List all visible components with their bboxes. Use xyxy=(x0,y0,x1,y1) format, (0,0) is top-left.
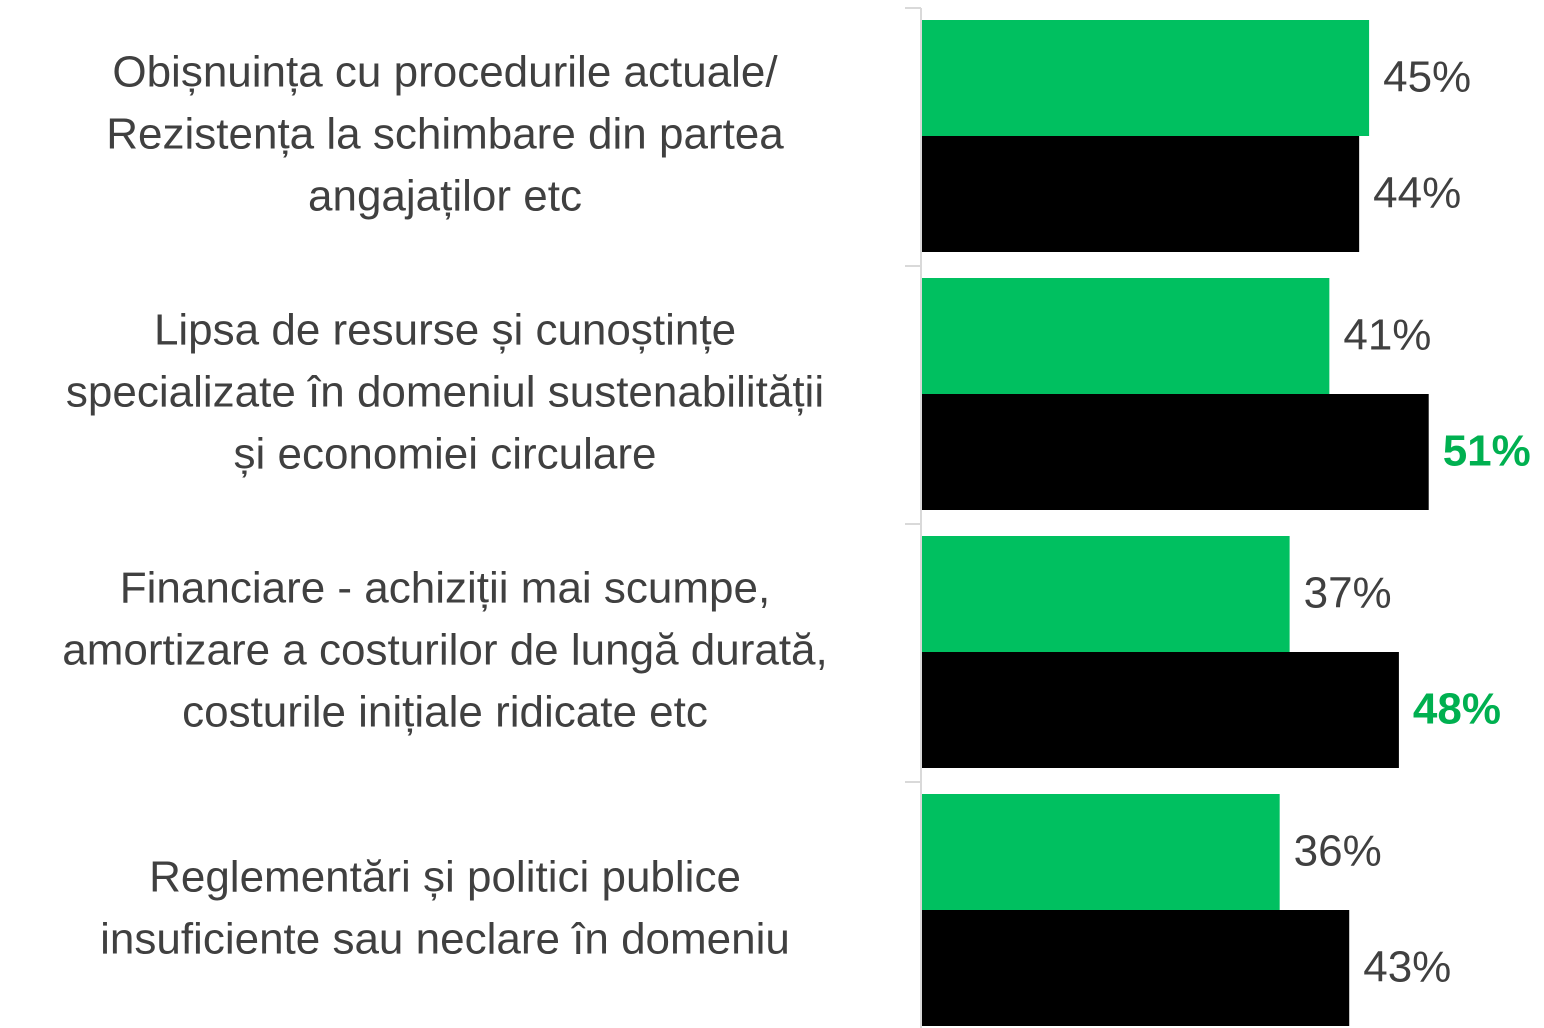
data-label: 41% xyxy=(1343,311,1431,360)
category-label: și economiei circulare xyxy=(233,430,656,479)
data-label: 44% xyxy=(1373,169,1461,218)
data-label: 37% xyxy=(1304,569,1392,618)
category-label: costurile inițiale ridicate etc xyxy=(182,688,708,737)
category-label: Reglementări și politici publice xyxy=(149,853,741,902)
bar xyxy=(922,652,1399,768)
data-label: 51% xyxy=(1443,427,1531,476)
bar xyxy=(922,136,1360,252)
category-label: Obișnuința cu procedurile actuale/ xyxy=(112,48,778,97)
bar xyxy=(922,910,1350,1026)
bar xyxy=(922,394,1429,510)
category-label: Rezistența la schimbare din partea xyxy=(106,110,784,159)
bar xyxy=(922,20,1370,136)
data-label: 45% xyxy=(1383,53,1471,102)
category-label: angajaților etc xyxy=(308,172,582,221)
category-label: amortizare a costurilor de lungă durată, xyxy=(62,626,828,675)
category-label: specializate în domeniul sustenabilități… xyxy=(66,368,824,417)
category-label: insuficiente sau neclare în domeniu xyxy=(100,915,790,964)
data-label: 48% xyxy=(1413,685,1501,734)
bar xyxy=(922,536,1290,652)
data-label: 43% xyxy=(1363,943,1451,992)
category-label: Lipsa de resurse și cunoștințe xyxy=(154,306,736,355)
data-label: 36% xyxy=(1294,827,1382,876)
category-label: Financiare - achiziții mai scumpe, xyxy=(120,564,770,613)
bar xyxy=(922,278,1330,394)
bar xyxy=(922,794,1280,910)
